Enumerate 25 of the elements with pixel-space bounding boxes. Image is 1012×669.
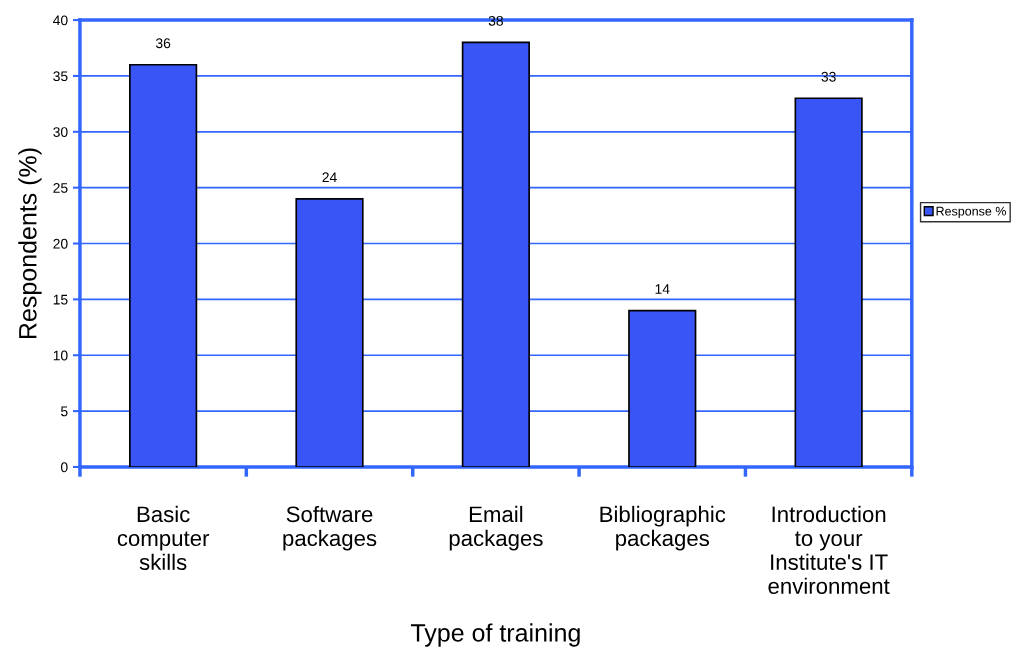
legend-label: Response % [936, 206, 1006, 219]
x-tick-label: Email packages [449, 505, 543, 551]
x-tick-label: Software packages [283, 505, 377, 551]
bar [461, 41, 530, 467]
y-tick-label: 35 [53, 71, 68, 82]
bar [628, 309, 697, 467]
x-tick-label: Basic computer skills [117, 505, 210, 571]
x-tick-label: Introduction to your Institute's IT environment [768, 505, 890, 594]
y-tick-label: 30 [53, 127, 68, 137]
x-tick-label: Bibliographic packages [600, 505, 726, 551]
y-tick-label: 15 [53, 294, 68, 305]
y-tick-label: 5 [60, 406, 68, 417]
y-axis-title: Respondents (%) [18, 148, 42, 339]
data-label: 36 [155, 38, 171, 49]
bar [794, 97, 863, 467]
y-tick-label: 40 [53, 15, 68, 26]
y-tick-label: 20 [53, 238, 68, 249]
y-tick-label: 0 [60, 462, 68, 473]
y-tick-label: 25 [53, 182, 68, 193]
bar [129, 63, 198, 467]
x-axis-title: Type of training [410, 623, 580, 647]
data-label: 14 [655, 284, 670, 294]
bar [295, 197, 364, 467]
y-tick-label: 10 [53, 350, 68, 361]
data-label: 24 [322, 172, 337, 183]
